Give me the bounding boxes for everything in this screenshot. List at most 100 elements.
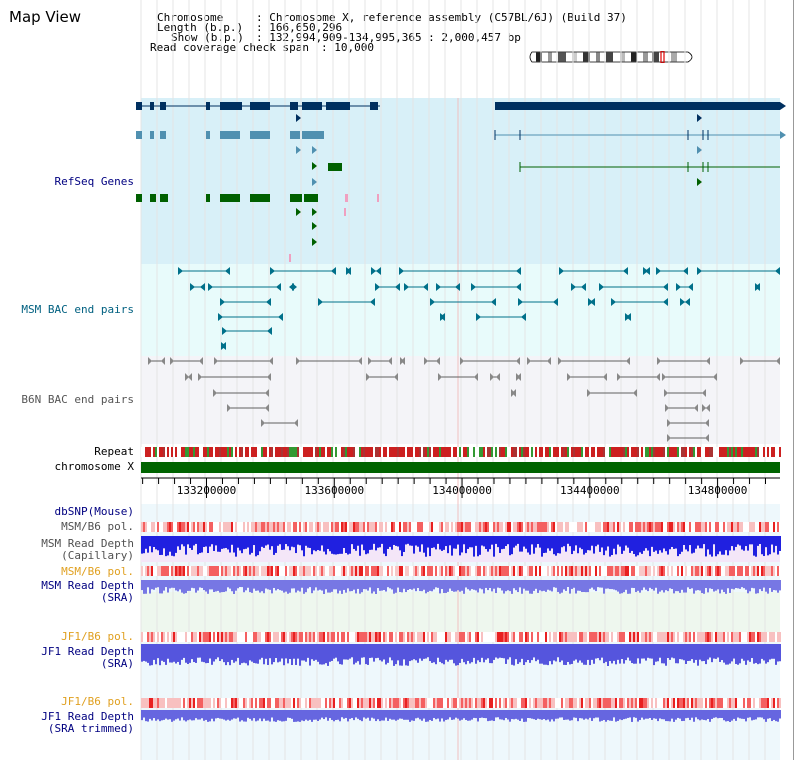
msm-b6-pol-cell <box>391 522 393 532</box>
jf1-b6-pol-2-cell <box>687 698 689 708</box>
msm-b6-pol-2-cell <box>459 566 461 576</box>
jf1-b6-pol-label[interactable]: JF1/B6 pol. <box>61 630 134 643</box>
jf1-read-depth-sra-bar <box>355 644 357 663</box>
jf1-b6-pol-2-cell <box>637 698 639 708</box>
msm-b6-pol-label[interactable]: MSM/B6 pol. <box>61 520 134 533</box>
repeat-cell <box>297 447 299 457</box>
repeat-cell <box>703 447 705 457</box>
msm-read-depth-sra-bar <box>457 580 459 591</box>
jf1-read-depth-trimmed-bar <box>511 710 513 720</box>
msm-read-depth-capillary-bar <box>743 536 745 551</box>
msm-read-depth-sra-bar <box>141 580 143 591</box>
msm-read-depth-capillary-bar <box>673 536 675 549</box>
msm-b6-pol-2-cell <box>259 566 261 576</box>
repeat-cell <box>597 447 599 457</box>
b6n-bac-end-pairs-label[interactable]: B6N BAC end pairs <box>21 393 134 406</box>
jf1-b6-pol-cell <box>503 632 505 642</box>
jf1-b6-pol-2-cell <box>159 698 161 708</box>
msm-b6-pol-cell <box>537 522 539 532</box>
msm-b6-pol-cell <box>221 522 223 532</box>
repeat-cell <box>287 447 289 457</box>
msm-read-depth-capillary-bar <box>649 536 651 557</box>
jf1-read-depth-trimmed-bar <box>631 710 633 722</box>
jf1-b6-pol-cell <box>449 632 451 642</box>
chromosome-label[interactable]: chromosome X <box>54 460 134 473</box>
jf1-read-depth-sra-bar <box>749 644 751 662</box>
repeat-cell <box>373 447 375 457</box>
repeat-cell <box>495 447 497 457</box>
jf1-b6-pol-cell <box>397 632 399 642</box>
msm-read-depth-capillary-bar <box>185 536 187 555</box>
repeat-label[interactable]: Repeat <box>94 445 134 458</box>
jf1-read-depth-trimmed-label[interactable]: JF1 Read Depth (SRA trimmed) <box>41 710 134 735</box>
msm-bac-end <box>423 283 428 291</box>
msm-bac-end-pairs-label[interactable]: MSM BAC end pairs <box>21 303 134 316</box>
jf1-b6-pol-2-cell <box>735 698 737 708</box>
jf1-read-depth-trimmed-bar <box>189 710 191 720</box>
msm-b6-pol-cell <box>459 522 461 532</box>
msm-b6-pol-2-cell <box>273 566 275 576</box>
msm-read-depth-capillary-bar <box>757 536 759 546</box>
jf1-read-depth-trimmed-bar <box>195 710 197 719</box>
msm-read-depth-sra-bar <box>523 580 525 589</box>
msm-b6-pol-2-cell <box>473 566 475 576</box>
jf1-b6-pol-cell <box>593 632 595 642</box>
jf1-b6-pol-cell <box>187 632 189 642</box>
jf1-b6-pol-2-cell <box>701 698 703 708</box>
jf1-read-depth-trimmed-bar <box>407 710 409 720</box>
msm-read-depth-sra-label[interactable]: MSM Read Depth (SRA) <box>41 579 134 604</box>
repeat-cell <box>219 447 221 457</box>
jf1-b6-pol-cell <box>471 632 473 642</box>
jf1-read-depth-sra-bar <box>333 644 335 659</box>
msm-b6-pol-2-cell <box>413 566 415 576</box>
msm-read-depth-capillary-bar <box>679 536 681 555</box>
msm-read-depth-capillary-bar <box>243 536 245 550</box>
jf1-read-depth-sra-bar <box>705 644 707 665</box>
msm-read-depth-capillary-bar <box>553 536 555 555</box>
msm-read-depth-capillary-label[interactable]: MSM Read Depth (Capillary) <box>41 537 134 562</box>
jf1-read-depth-sra-bar <box>387 644 389 663</box>
msm-read-depth-capillary-bar <box>203 536 205 548</box>
jf1-read-depth-sra-bar <box>457 644 459 666</box>
jf1-b6-pol-2-cell <box>487 698 489 708</box>
msm-read-depth-capillary-bar <box>353 536 355 550</box>
repeat-cell <box>725 447 727 457</box>
msm-b6-pol-cell <box>147 522 149 532</box>
jf1-read-depth-trimmed-bar <box>279 710 281 721</box>
chromosome-ideogram[interactable] <box>528 51 698 63</box>
jf1-b6-pol-cell <box>779 632 781 642</box>
jf1-b6-pol-cell <box>239 632 241 642</box>
jf1-read-depth-sra-label[interactable]: JF1 Read Depth (SRA) <box>41 645 134 670</box>
jf1-read-depth-trimmed-bar <box>599 710 601 722</box>
dbsnp-label[interactable]: dbSNP(Mouse) <box>54 505 134 518</box>
repeat-cell <box>749 447 751 457</box>
jf1-read-depth-sra-bar <box>177 644 179 662</box>
msm-read-depth-sra-bar <box>269 580 271 590</box>
jf1-b6-pol-2-label[interactable]: JF1/B6 pol. <box>61 695 134 708</box>
repeat-cell <box>301 447 303 457</box>
msm-b6-pol-2-cell <box>223 566 225 576</box>
jf1-read-depth-trimmed-bar <box>735 710 737 721</box>
jf1-read-depth-trimmed-bar <box>459 710 461 721</box>
refseq-genes-label[interactable]: RefSeq Genes <box>54 175 134 188</box>
msm-b6-pol-cell <box>167 522 169 532</box>
jf1-b6-pol-2-cell <box>665 698 667 708</box>
jf1-read-depth-trimmed-bar <box>533 710 535 720</box>
msm-read-depth-capillary-bar <box>291 536 293 547</box>
msm-read-depth-sra-bar <box>271 580 273 594</box>
msm-read-depth-capillary-bar <box>209 536 211 547</box>
msm-read-depth-capillary-bar <box>701 536 703 549</box>
msm-b6-pol-2-label[interactable]: MSM/B6 pol. <box>61 565 134 578</box>
jf1-read-depth-sra-bar <box>247 644 249 666</box>
jf1-b6-pol-cell <box>703 632 705 642</box>
jf1-read-depth-trimmed-bar <box>345 710 347 718</box>
jf1-b6-pol-2-cell <box>397 698 399 708</box>
msm-b6-pol-2-cell <box>579 566 581 576</box>
msm-read-depth-sra-bar <box>721 580 723 590</box>
msm-b6-pol-2-cell <box>711 566 713 576</box>
jf1-b6-pol-cell <box>175 632 177 642</box>
repeat-cell <box>153 447 155 457</box>
jf1-b6-pol-cell <box>297 632 299 642</box>
msm-read-depth-sra-bar <box>479 580 481 589</box>
